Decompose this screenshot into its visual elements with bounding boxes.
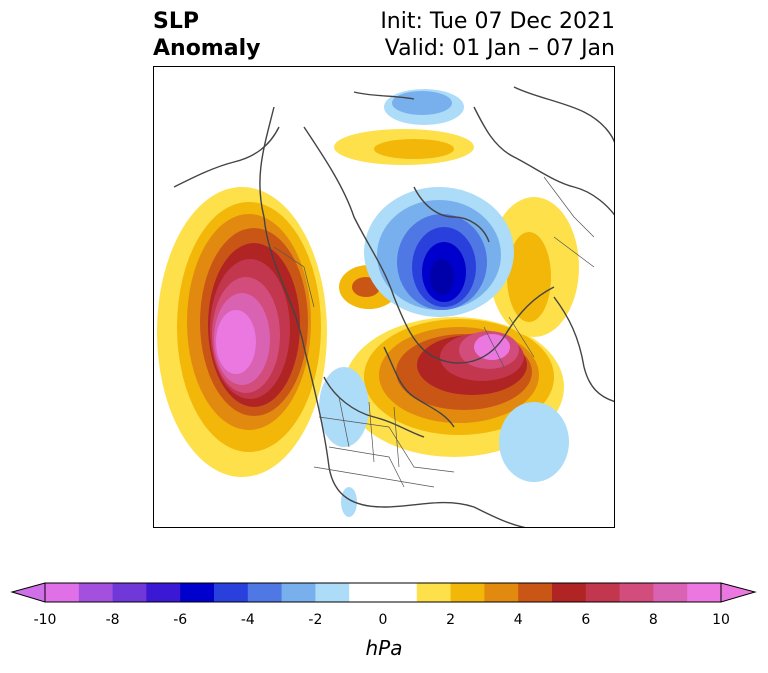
colorbar-cell: [45, 583, 80, 602]
slp-anomaly-map: [157, 86, 614, 527]
colorbar-cell: [552, 583, 587, 602]
colorbar-cell: [78, 583, 114, 602]
forecast-dates: Init: Tue 07 Dec 2021 Valid: 01 Jan – 07…: [380, 8, 615, 62]
colorbar-cell: [585, 583, 621, 602]
valid-date: Valid: 01 Jan – 07 Jan: [384, 36, 615, 61]
colorbar-tick-label: 6: [581, 612, 591, 628]
colorbar-max-arrow: [720, 582, 757, 603]
colorbar-outline: [44, 582, 722, 603]
colorbar-tick-label: 8: [648, 612, 658, 628]
colorbar-min-arrow: [10, 582, 46, 603]
colorbar-cell: [416, 583, 452, 602]
colorbar-tick-label: 10: [712, 612, 730, 628]
colorbar-tick-label: -4: [240, 612, 255, 628]
polar-low-anomaly: [364, 89, 514, 317]
colorbar: [10, 582, 757, 603]
colorbar-cell: [146, 583, 181, 602]
colorbar-cell: [619, 583, 654, 602]
colorbar-tick-label: 2: [446, 612, 456, 628]
init-date: Init: Tue 07 Dec 2021: [380, 9, 615, 34]
colorbar-cell: [315, 583, 350, 602]
colorbar-cell: [450, 583, 485, 602]
colorbar-tick-label: -8: [105, 612, 120, 628]
colorbar-tick-label: -6: [173, 612, 188, 628]
colorbar-cell: [281, 583, 316, 602]
colorbar-tick-label: -2: [308, 612, 323, 628]
colorbar-tick-label: -10: [33, 612, 57, 628]
colorbar-unit-label: hPa: [365, 636, 403, 660]
colorbar-cell: [518, 583, 553, 602]
arctic-yellow-anomaly: [334, 129, 579, 337]
colorbar-cell: [349, 583, 384, 602]
map-title: SLP Anomaly: [153, 8, 260, 62]
colorbar-ticks: -10 -8 -6 -4 -2 0 2 4 6 8 10: [0, 612, 768, 632]
country-borders: [273, 176, 595, 488]
colorbar-tick-label: 0: [378, 612, 388, 628]
colorbar-cell: [687, 583, 722, 602]
title-slp: SLP: [153, 9, 199, 34]
map-panel: [153, 66, 615, 528]
pacific-high-anomaly: [157, 187, 327, 477]
colorbar-cell: [484, 583, 519, 602]
secondary-low-anomalies: [319, 367, 569, 517]
colorbar-cell: [247, 583, 283, 602]
colorbar-tick-label: 4: [513, 612, 523, 628]
colorbar-cell: [214, 583, 249, 602]
colorbar-cell: [180, 583, 215, 602]
title-anomaly: Anomaly: [153, 36, 261, 61]
colorbar-cell: [383, 583, 418, 602]
colorbar-cell: [653, 583, 688, 602]
colorbar-cell: [112, 583, 147, 602]
coastlines: [173, 86, 614, 527]
